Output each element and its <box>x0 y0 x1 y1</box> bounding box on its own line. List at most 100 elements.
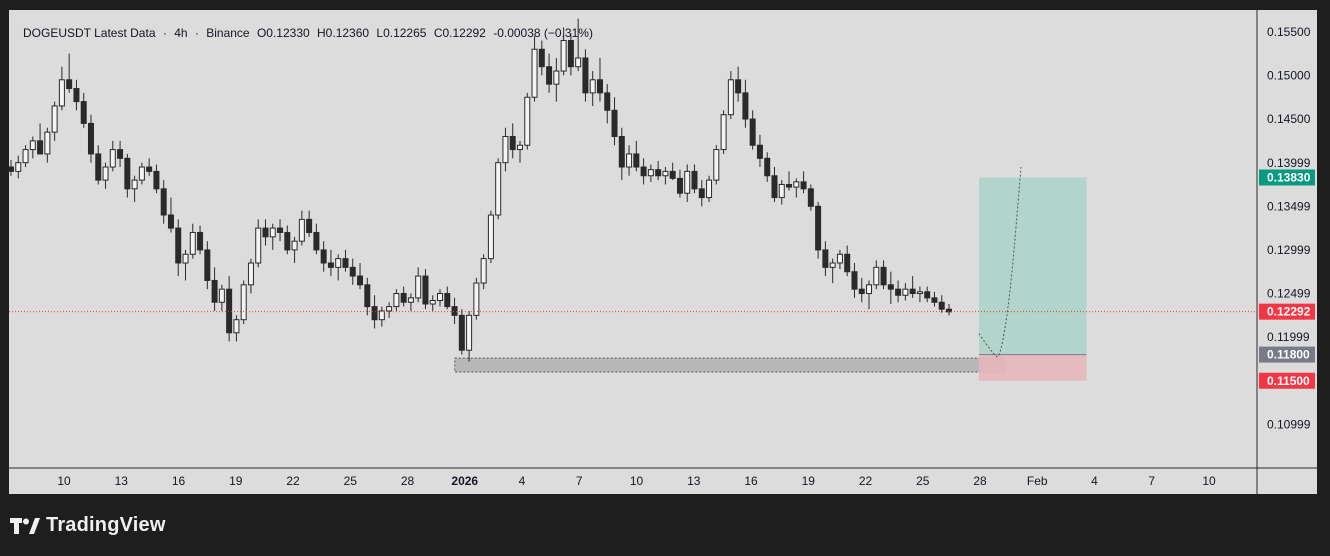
candle[interactable] <box>706 175 713 202</box>
candle[interactable] <box>793 178 800 198</box>
candlestick-chart[interactable]: 0.15500 0.15000 0.14500 0.13999 0.13499 0.129… <box>9 10 1317 494</box>
candle[interactable] <box>466 310 473 362</box>
candle[interactable] <box>626 145 633 176</box>
candle[interactable] <box>22 145 29 168</box>
candle[interactable] <box>66 53 73 93</box>
take-profit-zone[interactable] <box>979 177 1087 355</box>
candle[interactable] <box>698 180 705 207</box>
candle[interactable] <box>924 286 931 303</box>
candle[interactable] <box>786 171 793 191</box>
candle[interactable] <box>313 223 320 255</box>
candle[interactable] <box>836 249 843 270</box>
candle[interactable] <box>604 84 611 124</box>
candle[interactable] <box>422 269 429 310</box>
candle[interactable] <box>87 114 94 163</box>
candle[interactable] <box>880 260 887 290</box>
candle[interactable] <box>778 180 785 205</box>
candle[interactable] <box>218 284 225 311</box>
candle[interactable] <box>138 162 145 185</box>
candle[interactable] <box>400 286 407 307</box>
candle[interactable] <box>357 262 364 290</box>
interval-label[interactable]: 4h <box>174 26 188 40</box>
candle[interactable] <box>44 127 51 163</box>
candle[interactable] <box>429 295 436 311</box>
chart-frame[interactable]: 0.15500 0.15000 0.14500 0.13999 0.13499 0.129… <box>9 10 1317 494</box>
candle[interactable] <box>269 223 276 250</box>
candle[interactable] <box>858 277 865 303</box>
candle[interactable] <box>80 92 87 128</box>
price-label-stop[interactable]: 0.11500 <box>1259 372 1315 389</box>
candle[interactable] <box>800 171 807 194</box>
candle[interactable] <box>502 127 509 172</box>
price-label-entry[interactable]: 0.11800 <box>1259 346 1315 363</box>
candle[interactable] <box>298 210 305 246</box>
candle[interactable] <box>684 164 691 202</box>
candle[interactable] <box>546 53 553 93</box>
candle[interactable] <box>407 293 414 311</box>
candle[interactable] <box>640 158 647 185</box>
candle[interactable] <box>95 145 102 185</box>
candle[interactable] <box>364 277 371 316</box>
price-axis[interactable]: 0.15500 0.15000 0.14500 0.13999 0.13499 0.129… <box>1267 25 1311 432</box>
candle[interactable] <box>255 219 262 268</box>
candle[interactable] <box>567 33 574 76</box>
candle[interactable] <box>342 249 349 272</box>
candle[interactable] <box>560 27 567 76</box>
candle[interactable] <box>291 236 298 263</box>
candle[interactable] <box>655 160 662 181</box>
candle[interactable] <box>182 249 189 281</box>
candle[interactable] <box>226 276 233 342</box>
candle[interactable] <box>51 101 58 141</box>
candle[interactable] <box>393 289 400 311</box>
candle[interactable] <box>386 302 393 318</box>
candle[interactable] <box>553 57 560 102</box>
candle[interactable] <box>9 160 14 176</box>
candle[interactable] <box>487 210 494 263</box>
candle[interactable] <box>153 164 160 194</box>
candle[interactable] <box>131 175 138 202</box>
candle[interactable] <box>124 153 131 198</box>
support-zone[interactable] <box>454 357 1006 373</box>
candle[interactable] <box>458 309 465 355</box>
candle[interactable] <box>829 258 836 284</box>
candle[interactable] <box>37 123 44 155</box>
candle[interactable] <box>822 241 829 277</box>
candle[interactable] <box>480 254 487 290</box>
candle[interactable] <box>669 162 676 181</box>
candle[interactable] <box>895 280 902 303</box>
candle[interactable] <box>444 286 451 310</box>
candle[interactable] <box>320 241 327 272</box>
candle[interactable] <box>211 267 218 311</box>
symbol-label[interactable]: DOGEUSDT Latest Data <box>23 26 156 40</box>
candle[interactable] <box>815 201 822 259</box>
candle[interactable] <box>582 49 589 102</box>
candle[interactable] <box>160 180 167 224</box>
candle[interactable] <box>902 283 909 301</box>
candle[interactable] <box>415 267 422 303</box>
candle[interactable] <box>247 258 254 294</box>
candle[interactable] <box>277 219 284 242</box>
candle[interactable] <box>473 277 480 320</box>
candle[interactable] <box>371 295 378 329</box>
candle[interactable] <box>15 155 22 179</box>
candle[interactable] <box>538 40 545 76</box>
candle[interactable] <box>749 110 756 150</box>
candle[interactable] <box>771 167 778 202</box>
candle[interactable] <box>284 225 291 255</box>
candle[interactable] <box>633 140 640 172</box>
candle[interactable] <box>189 223 196 259</box>
candle[interactable] <box>524 92 531 150</box>
candle[interactable] <box>742 79 749 128</box>
candle[interactable] <box>916 286 923 303</box>
candle[interactable] <box>327 249 334 277</box>
price-label-target[interactable]: 0.13830 <box>1259 169 1315 186</box>
candle[interactable] <box>73 79 80 111</box>
stop-loss-zone[interactable] <box>979 354 1087 381</box>
candle[interactable] <box>938 295 945 313</box>
candle[interactable] <box>851 262 858 298</box>
candle[interactable] <box>596 57 603 102</box>
candle[interactable] <box>437 289 444 307</box>
candle[interactable] <box>509 123 516 159</box>
candle[interactable] <box>378 306 385 327</box>
candle[interactable] <box>618 127 625 181</box>
